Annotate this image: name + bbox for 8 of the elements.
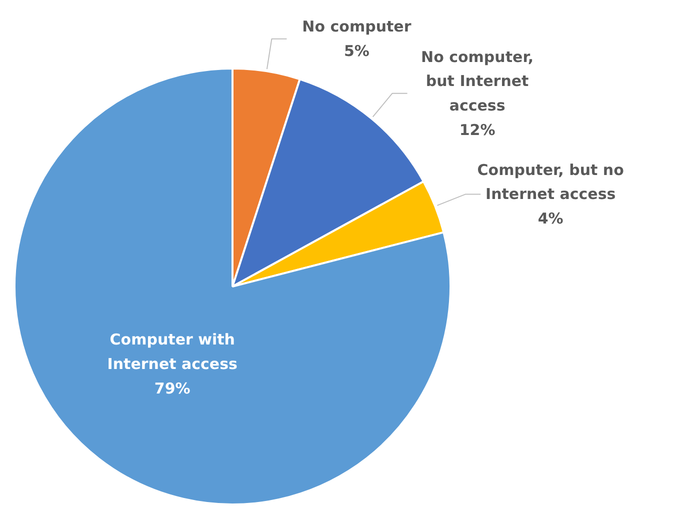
- data-label: 4%: [538, 210, 564, 228]
- slice-label: No computer: [302, 18, 412, 36]
- data-label: 79%: [154, 379, 190, 398]
- slice-label: Computer with Internet access: [107, 330, 238, 374]
- slice-label: No computer, but Internet access: [421, 48, 534, 114]
- data-label: 12%: [459, 120, 496, 139]
- slice-label: Computer, but no Internet access: [477, 160, 624, 204]
- data-label: 5%: [344, 42, 370, 60]
